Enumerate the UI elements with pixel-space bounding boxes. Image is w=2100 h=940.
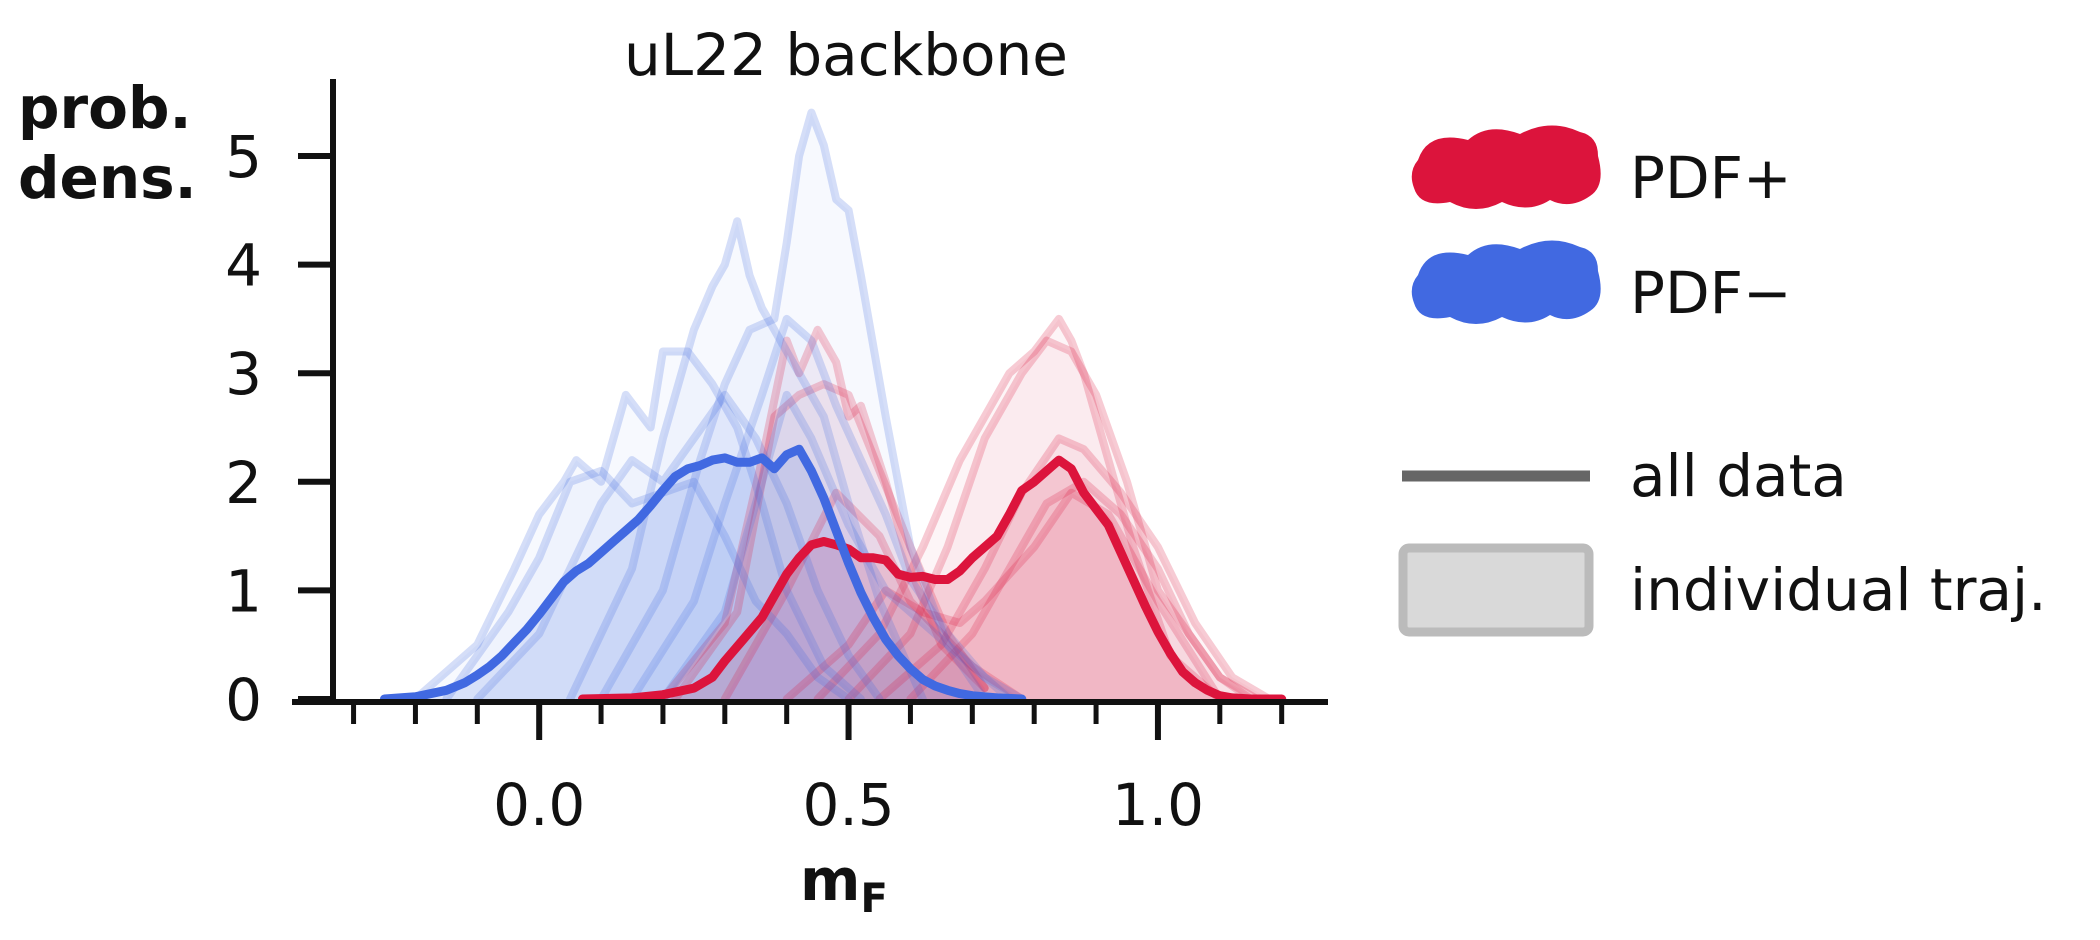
pdf-minus-area	[384, 449, 1022, 699]
traj-9-area	[446, 470, 849, 699]
traj-2-area	[724, 492, 1022, 699]
y-tick-label: 1	[225, 557, 262, 625]
traj-13-line	[628, 314, 1026, 702]
y-axis-label-line2: dens.	[18, 144, 197, 212]
legend-item: individual traj.	[1398, 543, 2047, 637]
x-tick-label: 1.0	[1112, 771, 1204, 839]
traj-6-line	[906, 477, 1261, 702]
y-tick-label: 5	[225, 123, 262, 191]
x-axis-label: mF	[800, 846, 888, 922]
traj-12-line	[597, 108, 989, 702]
traj-10-line	[473, 390, 884, 702]
pdf-plus-swatch	[1411, 125, 1601, 209]
traj-10-area	[477, 394, 880, 699]
x-tick-label: 0.5	[802, 771, 894, 839]
y-tick-label: 4	[225, 232, 262, 300]
traj-8-line	[411, 347, 865, 702]
y-tick-label: 2	[225, 449, 262, 517]
traj-14-line	[658, 390, 1014, 702]
series-lines	[380, 108, 1287, 702]
pdf-minus-swatch	[1411, 240, 1601, 324]
traj-1-line	[671, 380, 989, 702]
traj-5-area	[879, 438, 1270, 699]
y-tick-label: 0	[225, 666, 262, 734]
traj-5-line	[875, 434, 1274, 702]
legend-label: all data	[1630, 442, 1847, 510]
legend-label: PDF−	[1630, 259, 1792, 327]
legend-item: PDF+	[1411, 125, 1792, 212]
chart-title: uL22 backbone	[624, 21, 1068, 89]
x-tick-label: 0.0	[493, 771, 585, 839]
traj-11-line	[566, 217, 927, 702]
y-axis-label-line1: prob.	[18, 74, 192, 142]
traj-12-area	[601, 112, 985, 700]
pdf-minus-line	[380, 444, 1027, 702]
pdf-plus-line	[578, 455, 1287, 702]
x-ticks: 0.0 0.5 1.0	[351, 702, 1285, 839]
x-axis-label-subscript: F	[860, 876, 887, 922]
y-tick-label: 3	[225, 340, 262, 408]
traj-3-area	[817, 318, 1220, 699]
individual-traj-swatch	[1398, 543, 1594, 637]
traj-0-area	[662, 329, 985, 699]
traj-4-line	[844, 336, 1255, 702]
legend-label: individual traj.	[1630, 556, 2047, 624]
legend-item: all data	[1402, 442, 1847, 510]
x-axis-label-main: m	[800, 846, 860, 914]
legend-item: PDF−	[1411, 240, 1792, 327]
legend: PDF+ PDF− all data individual traj.	[1398, 125, 2047, 637]
y-ticks: 0 1 2 3 4 5	[225, 123, 333, 734]
legend-label: PDF+	[1630, 144, 1792, 212]
traj-3-line	[813, 314, 1224, 702]
